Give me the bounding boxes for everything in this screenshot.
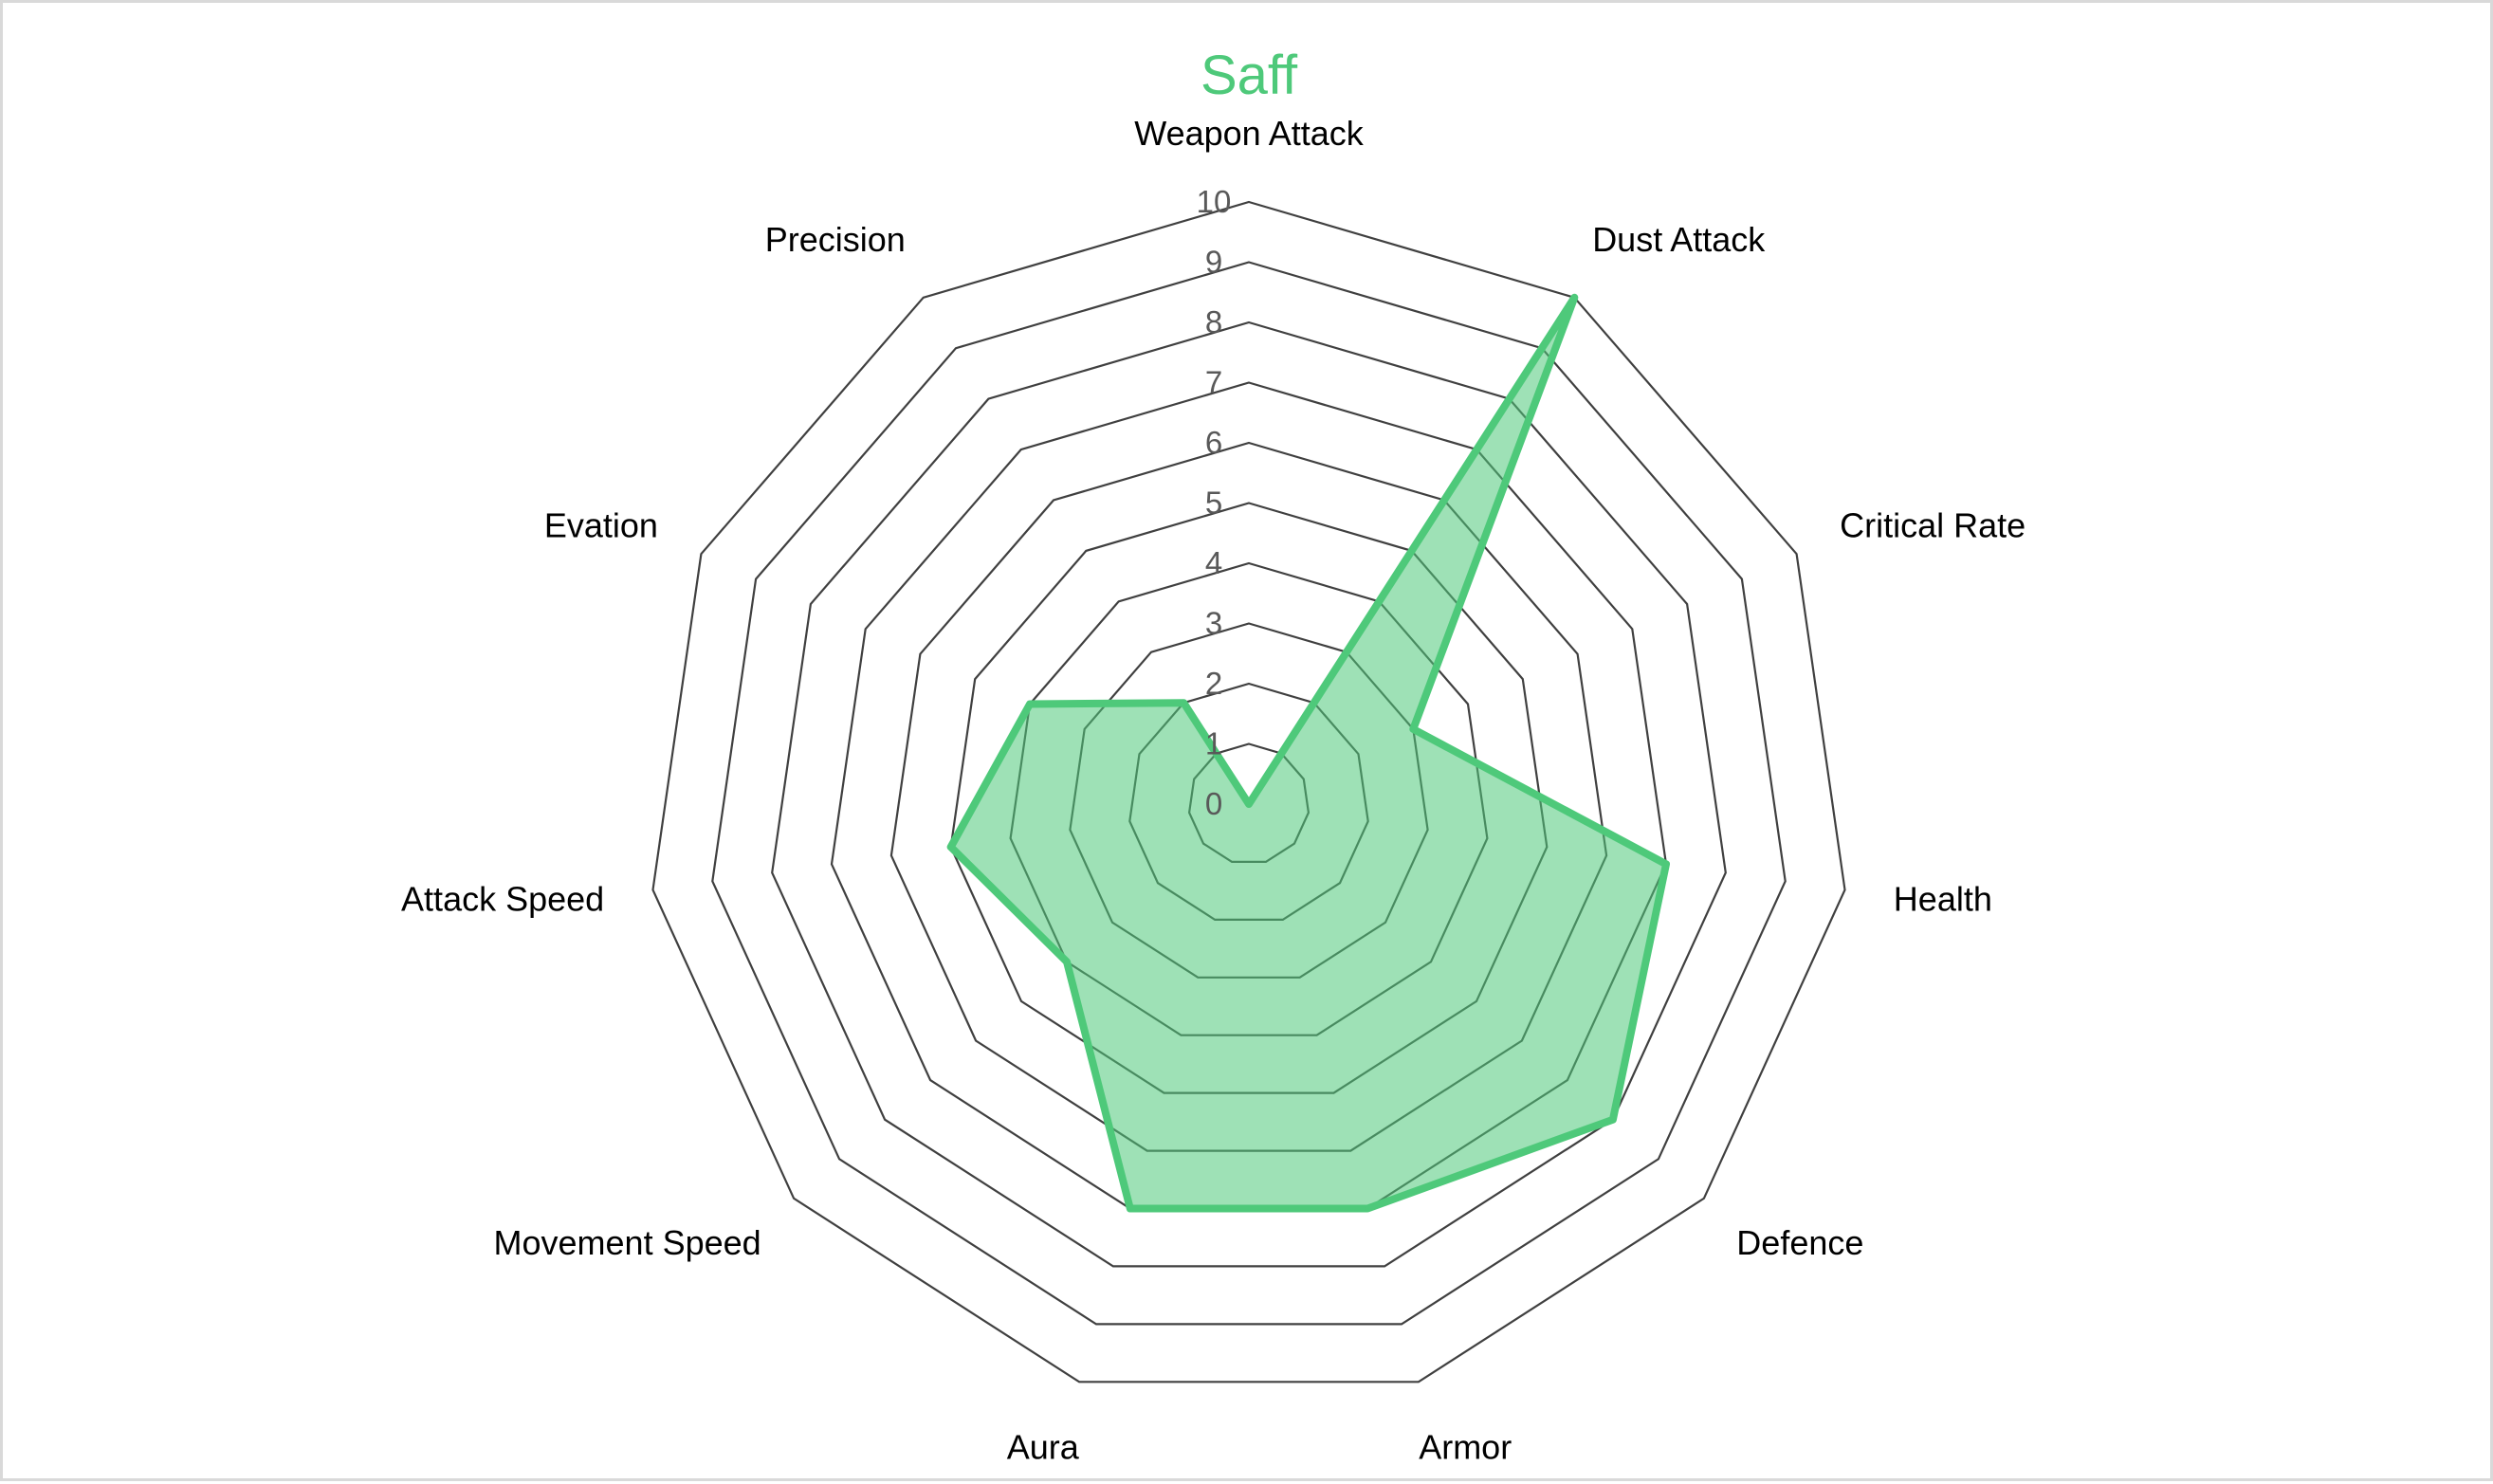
tick-label-9: 9 [1205, 245, 1222, 280]
category-label-defence: Defence [1736, 1223, 1863, 1262]
tick-label-1: 1 [1205, 726, 1222, 761]
tick-label-3: 3 [1205, 606, 1222, 641]
tick-label-2: 2 [1205, 666, 1222, 701]
data-point-critical-rate [1410, 725, 1417, 732]
tick-label-6: 6 [1205, 425, 1222, 460]
data-point-aura [1127, 1205, 1133, 1212]
category-label-precision: Precision [765, 220, 906, 259]
category-label-critical-rate: Critical Rate [1840, 505, 2026, 544]
data-point-precision [1181, 700, 1187, 706]
chart-title: Saff [1201, 45, 1298, 106]
grid-ring-9 [711, 261, 1787, 1326]
data-point-attack-speed [947, 844, 954, 851]
category-label-attack-speed: Attack Speed [401, 880, 604, 919]
tick-label-10: 10 [1197, 184, 1232, 219]
tick-label-0: 0 [1205, 786, 1222, 821]
data-point-movement-speed [1064, 959, 1070, 965]
category-label-weapon-attack: Weapon Attack [1134, 114, 1364, 153]
data-point-armor [1365, 1205, 1371, 1212]
data-point-health [1663, 861, 1669, 868]
tick-label-7: 7 [1205, 365, 1222, 400]
radar-chart: 0 1 2 3 4 5 6 7 8 9 10 Weapon Attack Dust Attack Cri… [401, 45, 2026, 1466]
tick-label-layer: 0 1 2 3 4 5 6 7 8 9 10 [1197, 184, 1232, 821]
data-point-defence [1609, 1116, 1616, 1123]
tick-label-8: 8 [1205, 304, 1222, 339]
data-point-weapon-attack [1246, 801, 1252, 807]
series-polygon-0 [946, 293, 1670, 1213]
data-point-evation [1027, 701, 1033, 707]
data-point-dust-attack [1571, 294, 1578, 301]
category-label-evation: Evation [544, 505, 658, 544]
tick-label-5: 5 [1205, 486, 1222, 521]
tick-label-4: 4 [1205, 545, 1222, 580]
category-label-armor: Armor [1419, 1427, 1512, 1466]
category-label-aura: Aura [1007, 1427, 1080, 1466]
series-layer [946, 293, 1670, 1213]
category-label-movement-speed: Movement Speed [494, 1223, 761, 1262]
category-label-dust-attack: Dust Attack [1592, 220, 1766, 259]
grid-ring-8 [771, 321, 1727, 1268]
category-label-layer: Weapon Attack Dust Attack Critical Rate Hea… [401, 114, 2026, 1466]
category-label-health: Health [1894, 880, 1992, 919]
grid-ring-10 [651, 200, 1846, 1383]
